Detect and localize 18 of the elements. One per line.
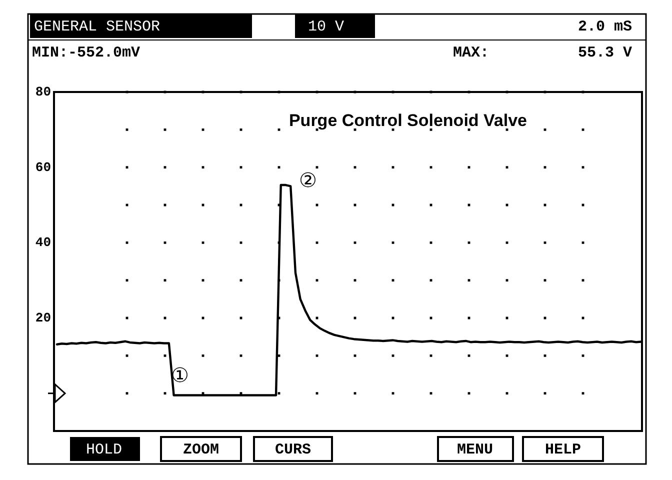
text: CURS [274, 442, 312, 458]
y-tick-label: 20 [35, 310, 52, 326]
text: MAX: [453, 44, 490, 62]
text: GENERAL SENSOR [34, 18, 160, 36]
text: MENU [456, 442, 494, 458]
text: ZOOM [182, 442, 220, 458]
annotation: ① [171, 363, 189, 387]
y-tick-label: 40 [35, 235, 52, 250]
text: 10 V [308, 18, 344, 36]
text: HOLD [86, 442, 122, 458]
annotation: ② [299, 168, 317, 192]
text: HELP [544, 442, 582, 458]
text: MIN:-552.0mV [32, 44, 140, 62]
text: Purge Control Solenoid Valve [288, 111, 528, 130]
text: 55.3 V [578, 44, 632, 62]
y-tick-label: 60 [35, 160, 52, 175]
text: 2.0 mS [578, 18, 632, 36]
y-tick-label: 80 [35, 84, 52, 100]
